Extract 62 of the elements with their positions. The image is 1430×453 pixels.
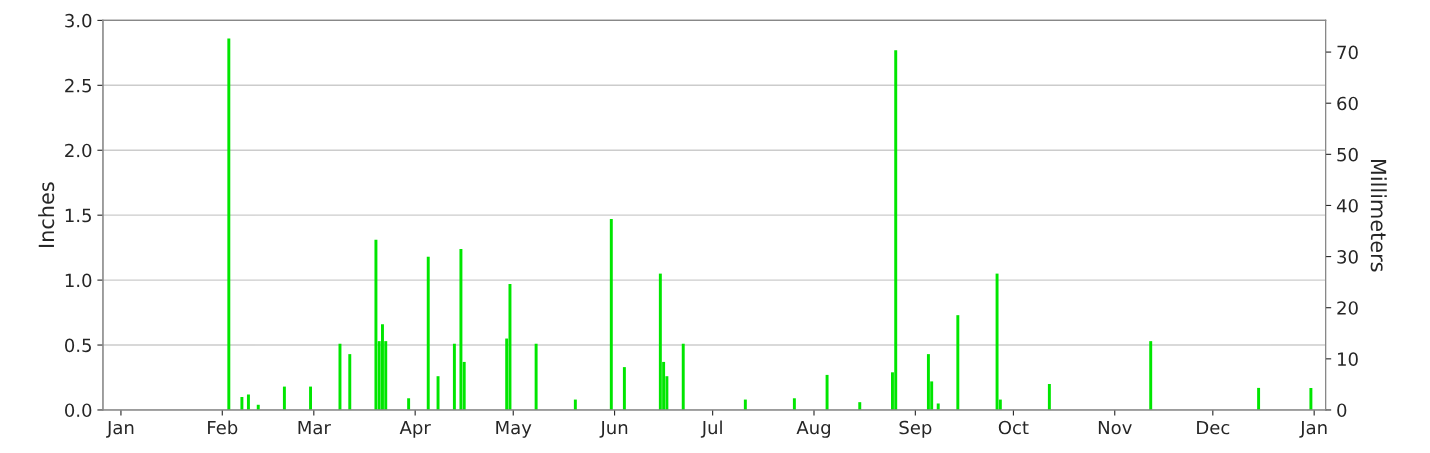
x-tick-label: Sep (899, 420, 932, 438)
y-tick-label: 2.0 (65, 143, 92, 158)
y-tick-label: 0.5 (65, 338, 91, 353)
y2-tick-label: 20 (1337, 301, 1358, 315)
bar (338, 343, 342, 410)
bar (282, 386, 286, 410)
x-tick-label: May (496, 420, 532, 438)
x-tick-label: Aug (796, 420, 830, 438)
x-tick-label: Jan (1299, 420, 1327, 438)
y2-tick-label: 70 (1337, 45, 1358, 60)
y-axis-title: Inches (38, 182, 55, 247)
y-tick-label: 0.0 (65, 403, 92, 418)
x-tick-label: Dec (1197, 420, 1230, 435)
bar (926, 354, 930, 410)
x-tick-label: Mar (298, 420, 331, 435)
bar (792, 398, 796, 410)
x-tick-label: Oct (998, 420, 1029, 435)
bar (534, 343, 538, 410)
bar (894, 50, 898, 410)
x-tick-label: Apr (399, 420, 431, 438)
y-tick-label: 1.5 (65, 208, 91, 223)
y-tick-label: 1.0 (65, 273, 92, 288)
bar (309, 386, 313, 410)
bar (436, 376, 440, 410)
bar (1047, 383, 1051, 410)
bar (956, 315, 960, 410)
x-tick-label: Nov (1098, 420, 1132, 435)
bar (508, 284, 512, 410)
y2-tick-label: 50 (1337, 147, 1358, 162)
bar (858, 402, 862, 410)
y2-tick-label: 30 (1337, 250, 1358, 264)
y-tick-label: 2.5 (65, 78, 91, 93)
bar (381, 324, 384, 410)
bar (1257, 387, 1261, 410)
y2-tick-label: 10 (1338, 352, 1358, 366)
bar (609, 219, 613, 410)
x-tick-label: Feb (208, 420, 238, 435)
x-tick-label: Jun (599, 420, 628, 438)
y2-tick-label: 60 (1337, 96, 1358, 111)
y-tick-label: 3.0 (65, 13, 92, 28)
bar (681, 343, 685, 410)
bar (622, 367, 626, 410)
bar (348, 354, 352, 410)
bar (227, 38, 231, 410)
bar (936, 403, 940, 410)
bar (374, 239, 378, 410)
bar (426, 256, 430, 410)
bar (995, 273, 999, 410)
bar (1309, 387, 1313, 410)
bar (407, 398, 411, 410)
y2-axis-title: Millimeters (1370, 159, 1387, 272)
y2-tick-label: 0 (1337, 403, 1347, 418)
y2-tick-label: 40 (1336, 198, 1358, 213)
bar (452, 343, 456, 410)
x-tick-label: Jan (106, 420, 134, 438)
x-tick-label: Jul (700, 420, 722, 438)
bar (246, 394, 250, 410)
bar (240, 396, 244, 410)
bar (1149, 341, 1153, 410)
bar (658, 273, 662, 410)
bar (825, 374, 829, 410)
bar (459, 248, 463, 410)
